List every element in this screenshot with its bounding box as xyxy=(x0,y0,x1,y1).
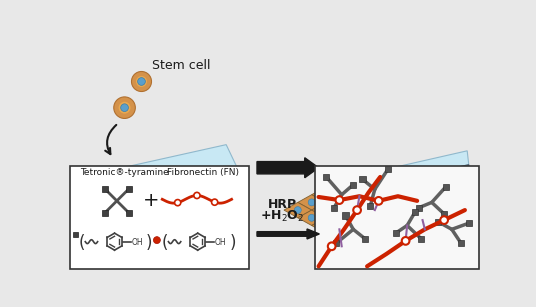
Circle shape xyxy=(402,237,410,245)
Circle shape xyxy=(363,199,370,206)
Bar xyxy=(102,186,108,192)
Bar xyxy=(412,209,418,216)
Circle shape xyxy=(322,207,329,214)
Bar xyxy=(102,210,108,216)
Bar xyxy=(350,182,356,188)
Polygon shape xyxy=(311,218,339,233)
Bar xyxy=(360,176,366,182)
Circle shape xyxy=(212,199,218,205)
Bar xyxy=(443,184,449,190)
Circle shape xyxy=(308,199,315,206)
Bar xyxy=(392,230,399,236)
Circle shape xyxy=(118,102,130,114)
Text: Stem cell: Stem cell xyxy=(152,59,210,72)
Circle shape xyxy=(353,206,361,214)
Text: (: ( xyxy=(161,234,168,252)
Text: OH: OH xyxy=(131,238,143,247)
Text: ): ) xyxy=(145,234,152,252)
Circle shape xyxy=(336,214,343,221)
Polygon shape xyxy=(284,202,311,218)
Polygon shape xyxy=(311,187,339,202)
Polygon shape xyxy=(339,187,367,202)
Bar xyxy=(323,174,329,180)
Bar xyxy=(435,219,441,225)
Bar xyxy=(441,211,447,217)
Circle shape xyxy=(363,214,370,221)
Polygon shape xyxy=(333,165,470,208)
Circle shape xyxy=(131,72,152,91)
Text: Tetronic®-tyramine: Tetronic®-tyramine xyxy=(80,169,169,177)
Circle shape xyxy=(136,76,147,87)
Polygon shape xyxy=(87,145,242,208)
Bar xyxy=(126,210,132,216)
Bar xyxy=(331,205,337,211)
Circle shape xyxy=(114,97,135,119)
Polygon shape xyxy=(325,195,353,210)
Circle shape xyxy=(121,104,129,111)
Bar xyxy=(466,220,472,226)
Polygon shape xyxy=(339,202,367,218)
Polygon shape xyxy=(353,195,381,210)
Polygon shape xyxy=(332,182,335,208)
Circle shape xyxy=(336,199,343,206)
FancyArrow shape xyxy=(257,229,319,239)
Polygon shape xyxy=(311,202,339,218)
Circle shape xyxy=(322,222,329,229)
Text: Fibronectin (FN): Fibronectin (FN) xyxy=(167,169,239,177)
Text: +: + xyxy=(143,191,159,210)
Polygon shape xyxy=(353,210,381,225)
Bar xyxy=(415,205,422,211)
Polygon shape xyxy=(332,151,469,196)
Polygon shape xyxy=(298,195,325,210)
Circle shape xyxy=(322,191,329,198)
Bar xyxy=(73,232,78,237)
Circle shape xyxy=(440,216,448,224)
Text: (: ( xyxy=(78,234,85,252)
Polygon shape xyxy=(87,175,107,222)
FancyBboxPatch shape xyxy=(70,166,249,269)
FancyArrow shape xyxy=(257,158,318,178)
Circle shape xyxy=(350,222,356,229)
FancyBboxPatch shape xyxy=(315,166,479,269)
Bar xyxy=(126,186,132,192)
Polygon shape xyxy=(325,210,353,225)
Circle shape xyxy=(336,184,343,190)
Text: HRP: HRP xyxy=(268,198,297,211)
Bar xyxy=(362,235,368,242)
Polygon shape xyxy=(325,225,353,241)
Polygon shape xyxy=(298,210,325,225)
Bar xyxy=(385,166,391,172)
Bar xyxy=(367,203,373,209)
Circle shape xyxy=(350,191,356,198)
Text: +H$_2$O$_2$: +H$_2$O$_2$ xyxy=(260,209,304,224)
Circle shape xyxy=(375,197,383,205)
Circle shape xyxy=(138,78,145,85)
Polygon shape xyxy=(325,179,353,195)
Polygon shape xyxy=(339,218,367,233)
Circle shape xyxy=(153,237,160,243)
Circle shape xyxy=(294,207,301,214)
Circle shape xyxy=(175,200,181,206)
Circle shape xyxy=(336,196,343,204)
Circle shape xyxy=(336,230,343,237)
Circle shape xyxy=(328,243,336,250)
Bar xyxy=(343,212,348,219)
Circle shape xyxy=(308,214,315,221)
Circle shape xyxy=(194,192,200,199)
Circle shape xyxy=(350,207,356,214)
Text: Hydrogel: Hydrogel xyxy=(105,192,166,205)
Polygon shape xyxy=(103,177,245,222)
Bar xyxy=(418,235,424,242)
Text: ): ) xyxy=(230,234,236,252)
Bar xyxy=(333,240,339,246)
Circle shape xyxy=(377,207,384,214)
Polygon shape xyxy=(367,202,395,218)
Text: OH: OH xyxy=(214,238,226,247)
Bar xyxy=(458,240,464,246)
